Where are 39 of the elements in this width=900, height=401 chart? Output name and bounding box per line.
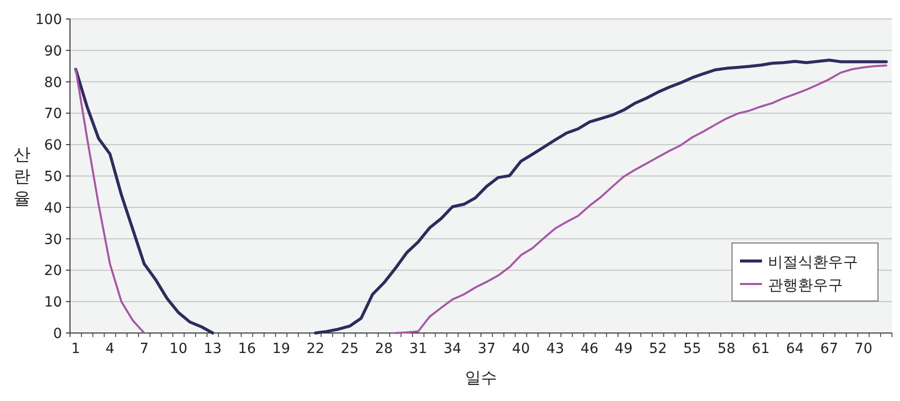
x-tick-label: 34 [444, 341, 462, 357]
x-tick-label: 52 [649, 341, 667, 357]
x-tick-label: 40 [512, 341, 530, 357]
y-tick-label: 70 [44, 106, 62, 122]
y-tick-label: 100 [35, 12, 62, 28]
y-tick-label: 0 [53, 326, 62, 342]
y-tick-label: 20 [44, 263, 62, 280]
x-tick-label: 43 [546, 341, 564, 357]
x-tick-label: 22 [306, 341, 324, 357]
y-tick-label: 90 [44, 43, 62, 60]
x-tick-label: 67 [820, 341, 838, 357]
x-tick-label: 61 [752, 341, 770, 357]
y-tick-label: 30 [44, 232, 62, 248]
x-tick-label: 1 [71, 341, 80, 357]
y-tick-label: 80 [44, 74, 62, 91]
x-tick-label: 19 [272, 341, 290, 357]
x-tick-label: 10 [170, 341, 188, 357]
x-tick-label: 25 [340, 341, 359, 357]
x-tick-label: 4 [105, 341, 114, 357]
legend-label: 관행환우구 [768, 276, 843, 294]
x-tick-label: 28 [375, 341, 393, 357]
x-tick-label: 70 [854, 341, 872, 357]
x-tick-label: 13 [204, 341, 222, 357]
x-axis-title: 일수 [465, 368, 497, 387]
y-tick-label: 50 [44, 169, 62, 185]
y-tick-label: 40 [44, 200, 62, 216]
legend-label: 비절식환우구 [768, 253, 858, 271]
x-tick-label: 16 [238, 341, 256, 357]
x-tick-label: 49 [614, 341, 633, 357]
x-tick-label: 64 [786, 341, 804, 357]
x-tick-label: 55 [683, 341, 702, 357]
x-tick-label: 46 [580, 341, 598, 357]
x-tick-label: 7 [140, 341, 149, 357]
y-tick-label: 60 [44, 138, 62, 154]
y-tick-label: 10 [44, 294, 62, 311]
x-tick-label: 37 [478, 341, 496, 357]
y-axis-title: 산란율 [14, 145, 30, 209]
x-tick-label: 58 [718, 341, 736, 357]
x-tick-label: 31 [409, 341, 428, 357]
